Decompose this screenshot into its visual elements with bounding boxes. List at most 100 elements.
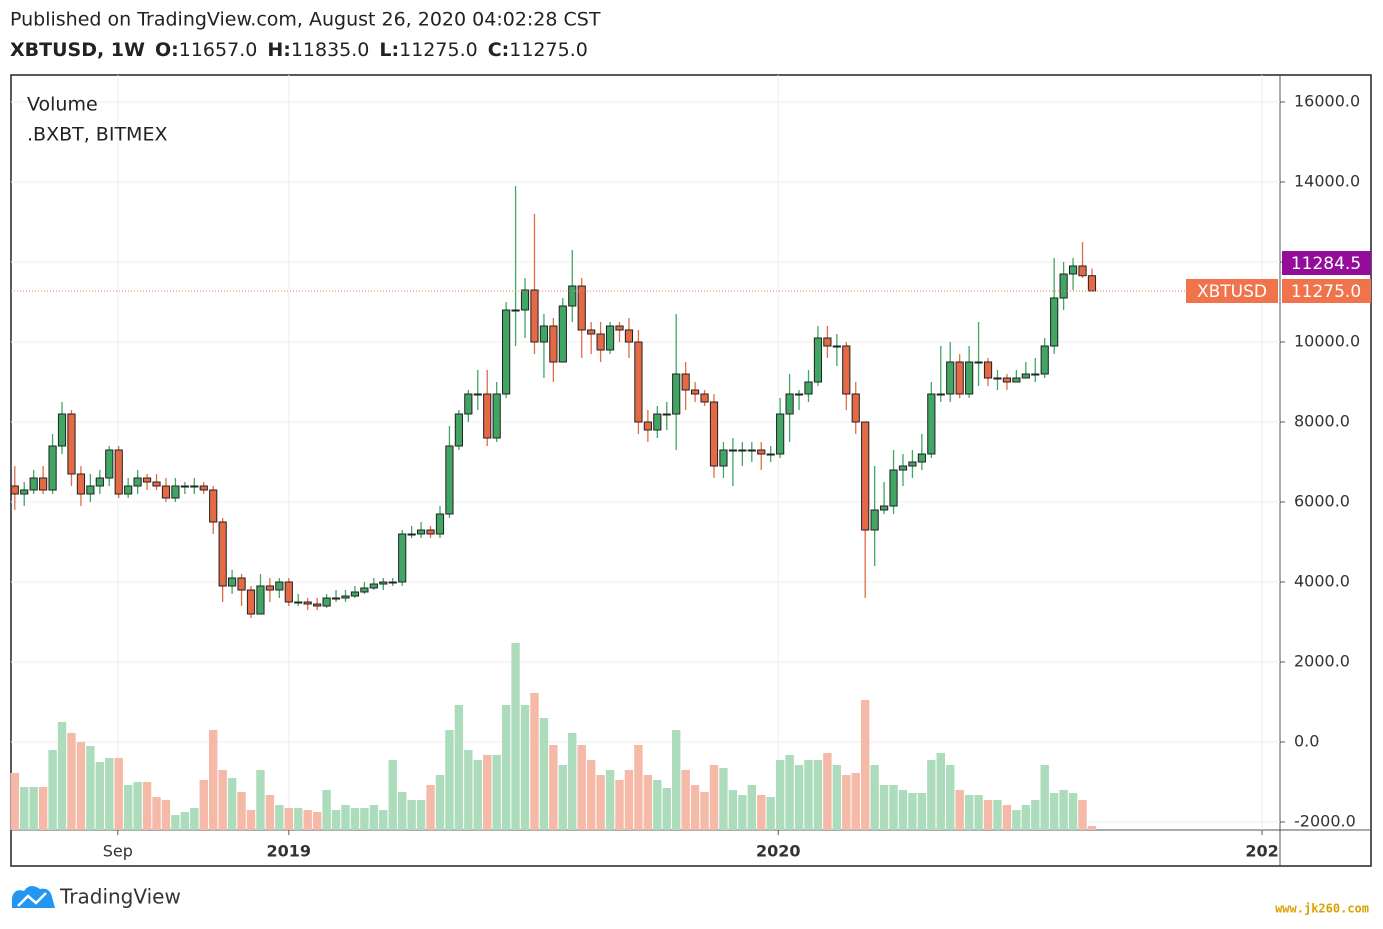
candle-body xyxy=(993,377,1002,380)
volume-bar xyxy=(426,785,435,830)
volume-bar xyxy=(114,758,123,830)
candle-body xyxy=(520,289,530,311)
ohlc-value: 11835.0 xyxy=(291,39,370,61)
candle-body xyxy=(152,481,161,487)
candle-body xyxy=(974,361,983,364)
candle-body xyxy=(142,477,152,483)
volume-bar xyxy=(785,755,794,830)
volume-bar xyxy=(48,750,57,830)
volume-bar xyxy=(728,790,738,830)
volume xyxy=(10,643,1097,830)
chart-title: Published on TradingView.com, August 26,… xyxy=(10,9,601,31)
volume-bar xyxy=(416,800,426,830)
candle-body xyxy=(124,485,133,495)
volume-bar xyxy=(615,780,624,830)
volume-bar xyxy=(312,812,322,830)
volume-bar xyxy=(133,782,142,830)
ohlc-key: H: xyxy=(267,39,291,61)
candle-body xyxy=(568,285,577,307)
volume-bar xyxy=(804,760,813,830)
candle-body xyxy=(275,581,284,591)
x-tick-label: Sep xyxy=(103,842,133,861)
candle-body xyxy=(133,477,142,487)
volume-bar xyxy=(1031,800,1040,830)
y-tick-label: 16000.0 xyxy=(1294,92,1360,111)
candle-body xyxy=(237,577,246,591)
volume-bar xyxy=(445,730,454,830)
candle-body xyxy=(209,489,218,523)
volume-bar xyxy=(265,795,275,830)
volume-bar xyxy=(171,815,180,830)
volume-bar xyxy=(690,785,700,830)
volume-bar xyxy=(775,760,785,830)
volume-bar xyxy=(303,810,312,830)
volume-bar xyxy=(596,775,605,830)
volume-bar xyxy=(67,733,76,830)
volume-bar xyxy=(237,792,246,830)
candle-body xyxy=(180,485,189,488)
volume-bar xyxy=(766,797,775,830)
candle-body xyxy=(738,449,747,452)
candle-body xyxy=(398,533,407,583)
candle-body xyxy=(483,393,492,439)
volume-bar xyxy=(209,730,218,830)
candle-body xyxy=(870,509,879,531)
candle-body xyxy=(653,413,662,431)
y-tick-label: 4000.0 xyxy=(1294,572,1350,591)
symbol-line: XBTUSD, 1W O:11657.0 H:11835.0 L:11275.0 C:1… xyxy=(10,39,588,61)
candle-body xyxy=(341,595,350,599)
volume-bar xyxy=(379,810,388,830)
candle-body xyxy=(851,393,860,423)
candle-body xyxy=(728,449,738,452)
candle-body xyxy=(95,477,104,487)
volume-bar xyxy=(624,770,634,830)
candle-body xyxy=(823,337,832,347)
volume-bar xyxy=(454,705,464,830)
volume-bar xyxy=(294,808,303,830)
candle-body xyxy=(794,393,804,396)
volume-bar xyxy=(331,810,341,830)
volume-bar xyxy=(539,718,549,830)
candle-body xyxy=(313,603,322,607)
volume-bar xyxy=(662,788,671,830)
y-tick-label: 8000.0 xyxy=(1294,412,1350,431)
candle-body xyxy=(246,589,256,615)
volume-bar xyxy=(1059,790,1068,830)
volume-bar xyxy=(190,808,199,830)
volume-bar xyxy=(435,775,445,830)
candle-body xyxy=(1087,275,1097,292)
volume-bar xyxy=(152,797,161,830)
candle-body xyxy=(454,413,463,447)
volume-bar xyxy=(936,753,945,830)
labels: XBTUSD 11275.0 11284.5 xyxy=(11,251,1371,303)
candle-body xyxy=(218,521,227,587)
volume-bar xyxy=(388,760,397,830)
volume-bar xyxy=(860,700,870,830)
volume-bar xyxy=(813,760,823,830)
volume-bar xyxy=(719,768,728,830)
volume-bar xyxy=(964,795,974,830)
candle-body xyxy=(426,529,435,535)
candle-body xyxy=(776,413,785,455)
candle-body xyxy=(294,601,303,604)
ma-price-badge xyxy=(1282,251,1371,275)
symbol-badge-label: XBTUSD xyxy=(1197,282,1267,302)
ma-price-label: 11284.5 xyxy=(1291,254,1361,274)
candle-body xyxy=(1021,373,1030,379)
y-tick-label: 0.0 xyxy=(1294,732,1319,751)
symbol: XBTUSD, 1W xyxy=(10,39,145,61)
candle-body xyxy=(445,445,454,515)
candle-body xyxy=(587,329,596,335)
volume-bar xyxy=(634,745,643,830)
candle-body xyxy=(1068,265,1078,275)
candle-body xyxy=(965,361,974,395)
candle-body xyxy=(889,469,898,507)
candle-body xyxy=(785,393,794,415)
candle-body xyxy=(360,587,369,593)
volume-bar xyxy=(757,795,766,830)
volume-bar xyxy=(227,778,237,830)
volume-bar xyxy=(643,775,653,830)
candle-body xyxy=(502,309,511,395)
candle-body xyxy=(539,325,549,343)
candle-body xyxy=(624,329,634,343)
